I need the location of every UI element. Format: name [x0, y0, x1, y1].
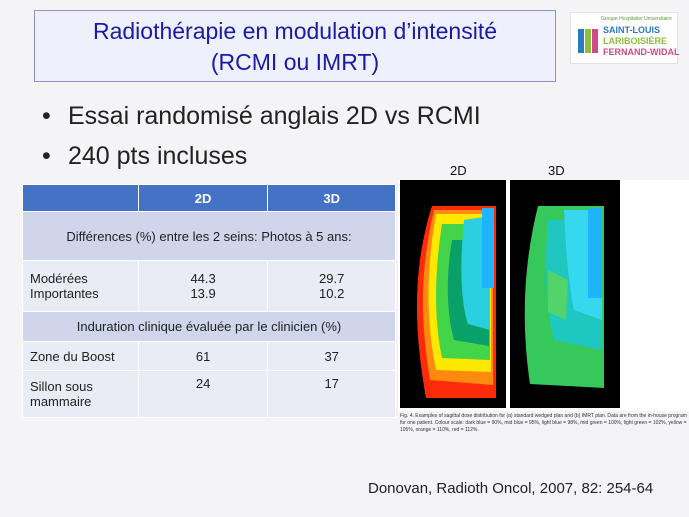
table-header-cell	[22, 184, 139, 212]
bullet-list: • Essai randomisé anglais 2D vs RCMI • 240…	[42, 98, 481, 178]
table-value: 10.2	[319, 286, 345, 301]
figure-caption: Fig. 4. Examples of sagittal dose distri…	[400, 413, 687, 433]
table-value: 44.3	[190, 271, 216, 286]
table-section-row: Induration clinique évaluée par le clini…	[22, 311, 396, 342]
table-cell-3d: 17	[267, 370, 396, 418]
table-row-label-line: Sillon sous	[30, 379, 93, 394]
figure-label-2d: 2D	[450, 163, 467, 178]
table-row-label: Modérées Importantes	[22, 260, 139, 312]
table-value: 13.9	[190, 286, 216, 301]
table-row-label: Sillon sous mammaire	[22, 370, 139, 418]
table-section-label: Différences (%) entre les 2 seins: Photo…	[22, 211, 396, 261]
table-value: 29.7	[319, 271, 345, 286]
bullet-item: • 240 pts incluses	[42, 142, 248, 170]
table-cell-2d: 24	[137, 370, 269, 418]
slide-title-line1: Radiothérapie en modulation d’intensité	[92, 18, 498, 44]
table-section-label: Induration clinique évaluée par le clini…	[22, 311, 396, 342]
table-row: Modérées Importantes 44.3 13.9 29.7 10.2	[22, 260, 396, 312]
results-table: 2D 3D Différences (%) entre les 2 seins:…	[22, 184, 396, 418]
bullet-text: 240 pts incluses	[68, 142, 248, 170]
dose-distribution-figure	[398, 180, 689, 411]
logo-subtitle: Groupe Hospitalier Universitaire	[601, 16, 672, 22]
table-row-label: Zone du Boost	[22, 341, 139, 371]
table-section-row: Différences (%) entre les 2 seins: Photo…	[22, 211, 396, 261]
hospital-logo: Groupe Hospitalier Universitaire SAINT-L…	[570, 12, 680, 64]
table-row-label-line: Importantes	[30, 286, 99, 301]
table-cell-2d: 61	[137, 341, 269, 371]
figure-label-3d: 3D	[548, 163, 565, 178]
table-header-row: 2D 3D	[22, 184, 396, 212]
table-cell-3d: 37	[267, 341, 396, 371]
table-header-cell: 3D	[267, 184, 396, 212]
table-row-label-line: mammaire	[30, 394, 92, 409]
logo-line-lariboisiere: LARIBOISIÈRE	[603, 36, 668, 46]
dose-distribution-image	[400, 180, 620, 408]
bullet-item: • Essai randomisé anglais 2D vs RCMI	[42, 102, 481, 130]
hospital-logo-mark	[578, 29, 598, 53]
table-cell-2d: 44.3 13.9	[137, 260, 269, 312]
bullet-text: Essai randomisé anglais 2D vs RCMI	[68, 102, 481, 130]
logo-line-fernand-widal: FERNAND-WIDAL	[603, 47, 680, 57]
citation: Donovan, Radioth Oncol, 2007, 82: 254-64	[368, 480, 654, 497]
slide-title-box: Radiothérapie en modulation d’intensité …	[34, 10, 556, 82]
logo-line-saint-louis: SAINT-LOUIS	[603, 25, 661, 35]
table-row: Zone du Boost 61 37	[22, 341, 396, 371]
table-row: Sillon sous mammaire 24 17	[22, 370, 396, 418]
table-header-cell: 2D	[137, 184, 269, 212]
dose-map-3d	[510, 180, 620, 408]
dose-map-2d	[400, 180, 506, 408]
slide-title-line2: (RCMI ou IMRT)	[210, 49, 380, 75]
table-row-label-line: Modérées	[30, 271, 88, 286]
table-cell-3d: 29.7 10.2	[267, 260, 396, 312]
